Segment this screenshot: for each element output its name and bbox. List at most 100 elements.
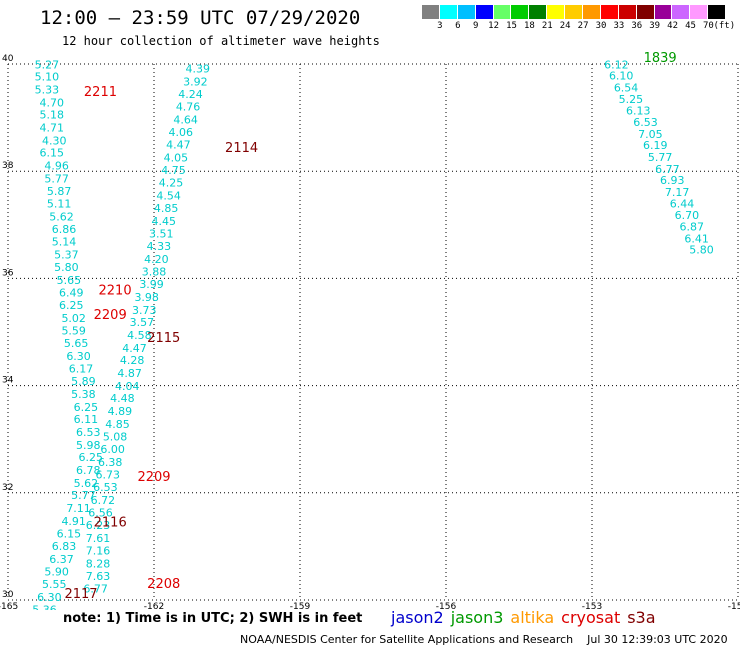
wave-height-value: 4.48 bbox=[110, 392, 135, 405]
wave-height-value: 7.63 bbox=[86, 570, 111, 583]
wave-height-value: 6.19 bbox=[643, 139, 668, 152]
wave-height-value: 6.17 bbox=[69, 363, 94, 376]
x-tick-label: -153 bbox=[582, 602, 602, 610]
wave-height-value: 6.83 bbox=[52, 540, 77, 553]
color-scale-label: 12 bbox=[488, 21, 500, 31]
mission-legend-item: altika bbox=[510, 608, 555, 627]
wave-height-value: 4.54 bbox=[156, 190, 181, 203]
wave-height-value: 6.12 bbox=[604, 58, 629, 71]
color-scale-label: 6 bbox=[455, 21, 461, 31]
wave-height-value: 4.06 bbox=[169, 126, 194, 139]
y-tick-label: 30 bbox=[2, 590, 14, 600]
wave-height-value: 5.11 bbox=[47, 198, 72, 211]
wave-height-value: 5.90 bbox=[44, 565, 69, 578]
wave-height-value: 4.89 bbox=[108, 405, 133, 418]
wave-height-value: 6.15 bbox=[57, 527, 82, 540]
wave-height-value: 5.98 bbox=[76, 439, 101, 452]
wave-height-value: 6.77 bbox=[83, 582, 108, 595]
color-swatch bbox=[600, 5, 619, 19]
wave-height-value: 4.85 bbox=[154, 202, 179, 215]
color-swatch bbox=[422, 5, 440, 19]
color-scale-label: 33 bbox=[613, 21, 625, 31]
wave-height-value: 5.77 bbox=[648, 151, 673, 164]
wave-height-value: 5.77 bbox=[44, 172, 69, 185]
wave-height-value: 3.98 bbox=[134, 291, 159, 304]
wave-height-value: 5.80 bbox=[54, 261, 79, 274]
wave-height-value: 5.37 bbox=[54, 249, 79, 262]
y-tick-label: 34 bbox=[2, 376, 14, 386]
color-scale-label: 30 bbox=[595, 21, 607, 31]
wave-height-value: 6.53 bbox=[76, 426, 101, 439]
wave-height-value: 5.65 bbox=[57, 274, 82, 287]
wave-height-value: 4.96 bbox=[44, 160, 69, 173]
wave-height-value: 4.28 bbox=[120, 354, 145, 367]
wave-height-value: 4.39 bbox=[186, 63, 211, 76]
x-tick-label: -159 bbox=[290, 602, 311, 610]
wave-height-value: 6.41 bbox=[684, 232, 709, 245]
wave-height-value: 4.47 bbox=[166, 139, 191, 152]
wave-height-value: 7.61 bbox=[86, 532, 111, 545]
wave-height-value: 4.45 bbox=[151, 215, 176, 228]
wave-height-value: 3.51 bbox=[149, 228, 174, 241]
wave-height-value: 6.70 bbox=[675, 209, 700, 222]
color-swatch bbox=[547, 5, 566, 19]
color-scale-label: 42 bbox=[667, 21, 679, 31]
pass-time-label: 2114 bbox=[225, 141, 258, 156]
chart-subtitle: 12 hour collection of altimeter wave hei… bbox=[62, 34, 380, 48]
mission-legend: jason2 jason3 altika cryosat s3a bbox=[391, 608, 663, 627]
wave-height-value: 5.38 bbox=[71, 388, 96, 401]
color-scale-label: 39 bbox=[649, 21, 661, 31]
wave-height-value: 3.99 bbox=[139, 278, 164, 291]
wave-height-value: 5.65 bbox=[64, 337, 89, 350]
wave-height-value: 5.89 bbox=[71, 375, 96, 388]
wave-height-value: 3.92 bbox=[183, 75, 208, 88]
color-scale-label: 70 bbox=[702, 21, 714, 31]
color-swatch bbox=[618, 5, 637, 19]
color-scale-label: 18 bbox=[523, 21, 535, 31]
wave-height-value: 6.37 bbox=[49, 553, 74, 566]
wave-height-value: 4.04 bbox=[115, 380, 140, 393]
y-tick-label: 38 bbox=[2, 161, 14, 171]
wave-height-value: 5.14 bbox=[52, 236, 77, 249]
color-swatch bbox=[690, 5, 709, 19]
color-scale-label: 21 bbox=[541, 21, 553, 31]
wave-height-value: 6.11 bbox=[74, 413, 99, 426]
wave-height-value: 3.73 bbox=[132, 304, 157, 317]
wave-height-value: 4.05 bbox=[164, 152, 189, 165]
wave-height-value: 4.91 bbox=[61, 515, 86, 528]
credit-line: NOAA/NESDIS Center for Satellite Applica… bbox=[240, 633, 728, 646]
y-tick-label: 32 bbox=[2, 483, 13, 493]
color-swatch bbox=[672, 5, 691, 19]
wave-height-value: 7.17 bbox=[665, 186, 690, 199]
color-swatch bbox=[654, 5, 673, 19]
wave-height-value: 5.02 bbox=[61, 312, 86, 325]
wave-height-value: 4.87 bbox=[117, 367, 142, 380]
color-scale-label: 3 bbox=[437, 21, 443, 31]
wave-height-value: 5.62 bbox=[74, 477, 99, 490]
wave-height-value: 6.44 bbox=[670, 198, 695, 211]
wave-height-value: 6.56 bbox=[88, 506, 113, 519]
wave-height-value: 4.47 bbox=[122, 342, 147, 355]
wave-height-value: 5.33 bbox=[35, 83, 60, 96]
color-scale-label: (ft) bbox=[713, 21, 736, 31]
color-scale-label: 36 bbox=[631, 21, 643, 31]
wave-height-value: 3.88 bbox=[142, 266, 167, 279]
wave-height-value: 5.18 bbox=[40, 109, 65, 122]
wave-height-value: 4.75 bbox=[161, 164, 186, 177]
wave-height-value: 6.25 bbox=[59, 299, 84, 312]
pass-time-label: 2209 bbox=[137, 470, 170, 485]
wave-height-value: 6.86 bbox=[52, 223, 77, 236]
mission-legend-item: cryosat bbox=[561, 608, 621, 627]
wave-height-value: 6.25 bbox=[78, 451, 103, 464]
wave-height-value: 4.24 bbox=[178, 88, 203, 101]
wave-height-value: 4.33 bbox=[147, 240, 172, 253]
wave-height-value: 5.55 bbox=[42, 578, 67, 591]
wave-height-value: 8.28 bbox=[86, 557, 111, 570]
wave-height-value: 6.49 bbox=[59, 287, 84, 300]
color-scale-label: 45 bbox=[685, 21, 696, 31]
mission-legend-item: jason3 bbox=[450, 608, 504, 627]
color-scale-label: 24 bbox=[559, 21, 571, 31]
color-scale-bar bbox=[422, 5, 727, 19]
wave-height-value: 6.93 bbox=[660, 174, 685, 187]
x-tick-label: -162 bbox=[144, 602, 164, 610]
